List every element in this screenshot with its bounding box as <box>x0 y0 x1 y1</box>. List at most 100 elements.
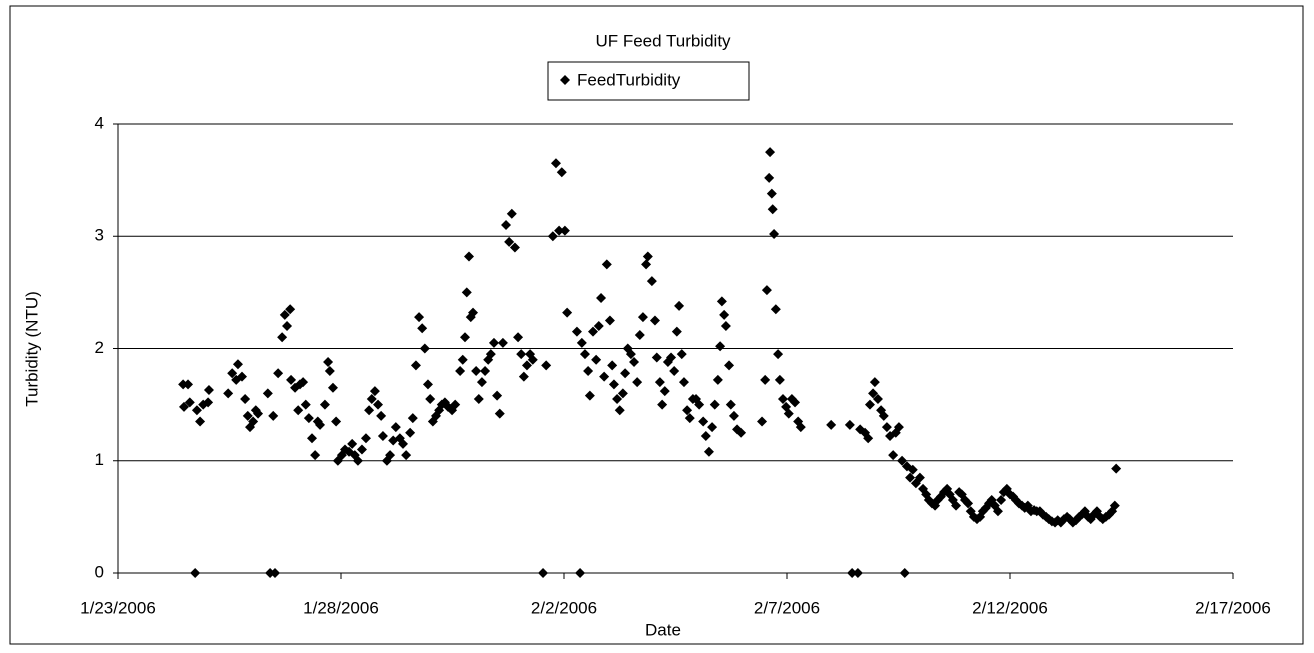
data-point <box>725 399 736 410</box>
data-point <box>914 472 925 483</box>
data-point <box>547 231 558 242</box>
data-point <box>674 300 685 311</box>
data-point <box>575 568 586 578</box>
data-point <box>684 413 695 424</box>
data-point <box>417 323 428 334</box>
data-point <box>562 307 573 318</box>
data-point <box>347 438 358 449</box>
data-point <box>504 236 515 247</box>
data-point <box>728 410 739 421</box>
data-point <box>620 368 631 379</box>
data-point <box>268 410 279 421</box>
data-point <box>360 433 371 444</box>
data-point <box>760 374 771 385</box>
data-point <box>634 330 645 341</box>
chart-title: UF Feed Turbidity <box>595 31 731 50</box>
data-point <box>1111 463 1122 474</box>
data-point <box>397 438 408 449</box>
data-point <box>881 422 892 433</box>
data-point <box>190 568 201 578</box>
data-point <box>847 568 858 578</box>
data-point <box>497 337 508 348</box>
data-point <box>253 408 264 419</box>
y-tick-label: 4 <box>95 113 104 132</box>
data-point <box>868 388 879 399</box>
data-point <box>654 377 665 388</box>
data-point <box>373 399 384 410</box>
data-point <box>364 405 375 416</box>
y-axis-title: Turbidity (NTU) <box>22 291 41 407</box>
data-point <box>826 419 837 430</box>
data-point <box>279 309 290 320</box>
x-tick-label: 2/2/2006 <box>531 598 597 617</box>
x-axis-title: Date <box>645 620 681 639</box>
data-point <box>459 332 470 343</box>
data-point <box>376 410 387 421</box>
data-point <box>480 365 491 376</box>
data-point <box>777 394 788 405</box>
data-point <box>583 365 594 376</box>
data-point <box>765 147 776 158</box>
data-point <box>405 427 416 438</box>
data-point <box>872 394 883 405</box>
data-point <box>513 332 524 343</box>
data-point <box>559 225 570 236</box>
data-point <box>422 379 433 390</box>
data-point <box>425 394 436 405</box>
data-point <box>461 287 472 298</box>
data-point <box>703 446 714 457</box>
data-point <box>410 360 421 371</box>
y-tick-label: 2 <box>95 338 104 357</box>
data-point <box>864 399 875 410</box>
data-point <box>179 401 190 412</box>
legend-label: FeedTurbidity <box>577 70 681 89</box>
data-point <box>669 365 680 376</box>
data-point <box>183 379 194 390</box>
data-point <box>538 568 549 578</box>
x-tick-label: 1/23/2006 <box>80 598 156 617</box>
data-point <box>307 433 318 444</box>
y-tick-label: 0 <box>95 562 104 581</box>
data-point <box>527 354 538 365</box>
data-point <box>761 285 772 296</box>
data-point <box>407 413 418 424</box>
data-point <box>303 413 314 424</box>
data-point <box>651 352 662 363</box>
data-point <box>646 276 657 287</box>
data-point <box>678 377 689 388</box>
data-point <box>869 377 880 388</box>
data-point <box>327 382 338 393</box>
data-point <box>227 368 238 379</box>
data-point <box>716 296 727 307</box>
data-point <box>450 399 461 410</box>
data-point <box>608 379 619 390</box>
x-tick-label: 2/12/2006 <box>972 598 1048 617</box>
data-point <box>476 377 487 388</box>
data-point <box>464 251 475 262</box>
data-point <box>893 422 904 433</box>
data-point <box>617 388 628 399</box>
data-point <box>541 360 552 371</box>
data-point <box>852 568 863 578</box>
data-point <box>596 292 607 303</box>
data-point <box>715 341 726 352</box>
data-point <box>996 495 1007 506</box>
data-point <box>286 374 297 385</box>
data-point <box>223 388 234 399</box>
data-point <box>506 208 517 219</box>
data-point <box>888 450 899 461</box>
data-point <box>473 394 484 405</box>
data-point <box>319 399 330 410</box>
y-tick-label: 1 <box>95 450 104 469</box>
data-point <box>293 405 304 416</box>
data-point <box>637 312 648 323</box>
data-point <box>323 356 334 367</box>
data-point <box>273 368 284 379</box>
data-point <box>554 225 565 236</box>
data-point <box>649 315 660 326</box>
data-point <box>584 390 595 401</box>
data-point <box>724 360 735 371</box>
data-point <box>414 312 425 323</box>
data-point <box>632 377 643 388</box>
